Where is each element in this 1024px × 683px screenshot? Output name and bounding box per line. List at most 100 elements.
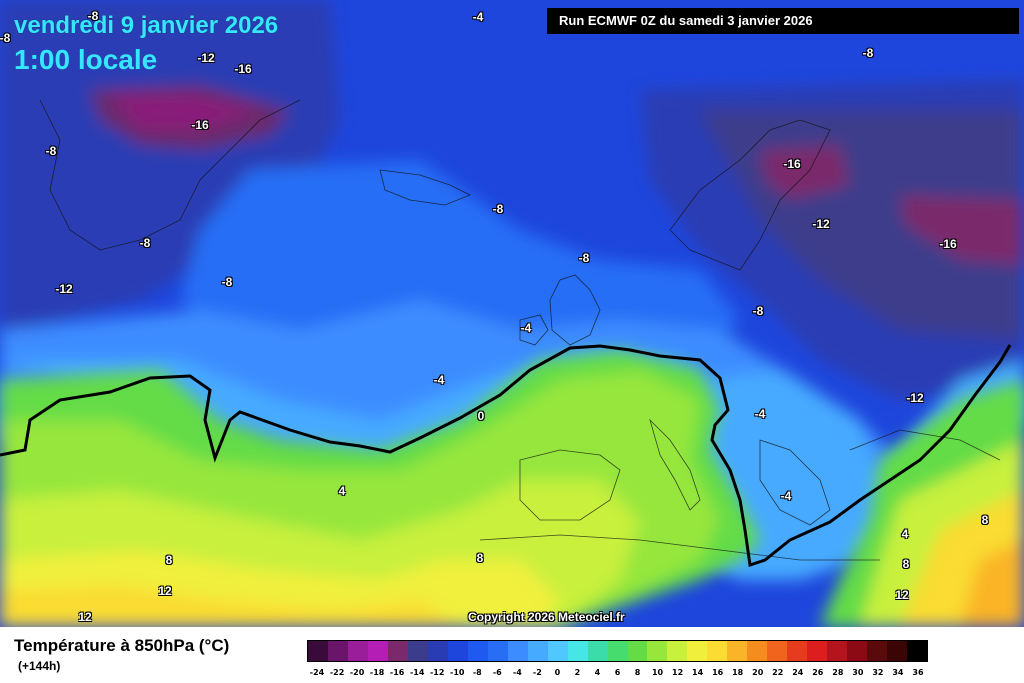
isotherm-label: 4 xyxy=(338,484,346,498)
scale-tick-label: 26 xyxy=(812,668,824,677)
isotherm-label: -8 xyxy=(752,304,764,318)
isotherm-label: -8 xyxy=(862,46,874,60)
isotherm-label: -12 xyxy=(812,217,830,231)
color-swatch xyxy=(487,641,508,661)
isotherm-label: -12 xyxy=(197,51,215,65)
isotherm-label: -4 xyxy=(754,407,766,421)
atlantic-mild-area xyxy=(180,160,740,370)
iceland-coast xyxy=(379,169,471,206)
scandinavia-coast xyxy=(669,119,831,271)
scale-tick-label: -2 xyxy=(532,668,542,677)
color-swatch xyxy=(527,641,548,661)
isotherm-label: 12 xyxy=(78,610,92,624)
color-swatch xyxy=(747,641,768,661)
scale-tick-label: -20 xyxy=(349,668,365,677)
warm-gold-area xyxy=(0,585,460,627)
greenland-coast xyxy=(39,99,301,251)
britain-coast xyxy=(549,274,601,346)
isotherm-label: 8 xyxy=(902,557,910,571)
color-scale xyxy=(307,640,928,662)
scale-tick-label: -8 xyxy=(472,668,482,677)
scale-tick-label: 34 xyxy=(892,668,904,677)
color-swatch xyxy=(667,641,688,661)
color-swatch xyxy=(647,641,668,661)
scale-tick-label: 24 xyxy=(792,668,804,677)
iberia-coast xyxy=(519,449,621,521)
scale-tick-label: 22 xyxy=(772,668,784,677)
isotherm-label: 4 xyxy=(901,527,909,541)
scale-tick-label: 12 xyxy=(672,668,684,677)
scale-tick-label: -14 xyxy=(409,668,425,677)
scale-tick-label: -4 xyxy=(512,668,522,677)
color-swatch xyxy=(707,641,728,661)
scale-tick-label: -22 xyxy=(329,668,345,677)
color-swatch xyxy=(507,641,528,661)
scale-tick-label: -12 xyxy=(429,668,445,677)
isotherm-label: -8 xyxy=(492,202,504,216)
color-swatch xyxy=(687,641,708,661)
color-swatch xyxy=(907,641,928,661)
color-swatch xyxy=(547,641,568,661)
color-swatch xyxy=(427,641,448,661)
forecast-time: 1:00 locale xyxy=(14,44,158,75)
scale-tick-label: 20 xyxy=(752,668,764,677)
forecast-date: vendredi 9 janvier 2026 xyxy=(14,12,279,39)
isotherm-label: -16 xyxy=(783,157,801,171)
legend-bar: Température à 850hPa (°C) (+144h) -24 -22… xyxy=(0,627,1024,683)
north-africa-coast xyxy=(479,534,880,561)
map-canvas xyxy=(0,0,1024,627)
balkans-coast xyxy=(759,439,831,526)
isotherm-label: -16 xyxy=(234,62,252,76)
scale-tick-label: 6 xyxy=(614,668,621,677)
color-swatch xyxy=(627,641,648,661)
isotherm-label: -12 xyxy=(906,391,924,405)
scale-tick-label: -24 xyxy=(309,668,325,677)
color-swatch xyxy=(867,641,888,661)
isotherm-label: 12 xyxy=(158,584,172,598)
scale-tick-label: -10 xyxy=(450,668,465,677)
color-swatch xyxy=(767,641,788,661)
isotherm-label: -8 xyxy=(87,9,99,23)
isotherm-label: -8 xyxy=(221,275,233,289)
isotherm-label: -4 xyxy=(520,321,532,335)
color-swatch xyxy=(887,641,908,661)
scale-tick-label: 4 xyxy=(594,668,601,677)
scale-tick-label: 30 xyxy=(852,668,864,677)
scale-tick-label: 2 xyxy=(574,668,581,677)
isotherm-label: -4 xyxy=(780,489,792,503)
isotherm-label: 8 xyxy=(476,551,484,565)
color-swatch xyxy=(727,641,748,661)
zero-degree-isotherm xyxy=(0,344,1012,567)
color-swatch xyxy=(847,641,868,661)
isotherm-label: 8 xyxy=(981,513,989,527)
isotherm-label: -16 xyxy=(939,237,957,251)
greenland-core-inner xyxy=(110,95,260,130)
scandinavia-cold-core xyxy=(760,145,850,200)
color-swatch xyxy=(308,641,328,661)
scale-tick-label: 28 xyxy=(832,668,844,677)
scale-tick-label: 10 xyxy=(651,668,664,677)
scale-tick-label: 8 xyxy=(634,668,641,677)
scale-tick-label: 36 xyxy=(912,668,924,677)
color-swatch xyxy=(467,641,488,661)
scale-tick-label: 16 xyxy=(712,668,724,677)
isotherm-label: 8 xyxy=(165,553,173,567)
color-swatch xyxy=(387,641,408,661)
russia-cold-core xyxy=(900,195,1024,265)
color-swatch xyxy=(807,641,828,661)
color-swatch xyxy=(327,641,348,661)
isotherm-label: 0 xyxy=(477,409,485,423)
scale-tick-label: 14 xyxy=(692,668,704,677)
scale-tick-label: 18 xyxy=(732,668,744,677)
color-swatch xyxy=(367,641,388,661)
isotherm-label: -16 xyxy=(191,118,209,132)
black-sea-coast xyxy=(849,429,1001,461)
color-swatch xyxy=(407,641,428,661)
scale-tick-label: 32 xyxy=(872,668,884,677)
ireland-coast xyxy=(519,314,549,346)
color-swatch xyxy=(567,641,588,661)
color-swatch xyxy=(607,641,628,661)
scale-tick-label: 0 xyxy=(554,668,561,677)
isotherm-label: -8 xyxy=(0,31,11,45)
color-swatch xyxy=(587,641,608,661)
